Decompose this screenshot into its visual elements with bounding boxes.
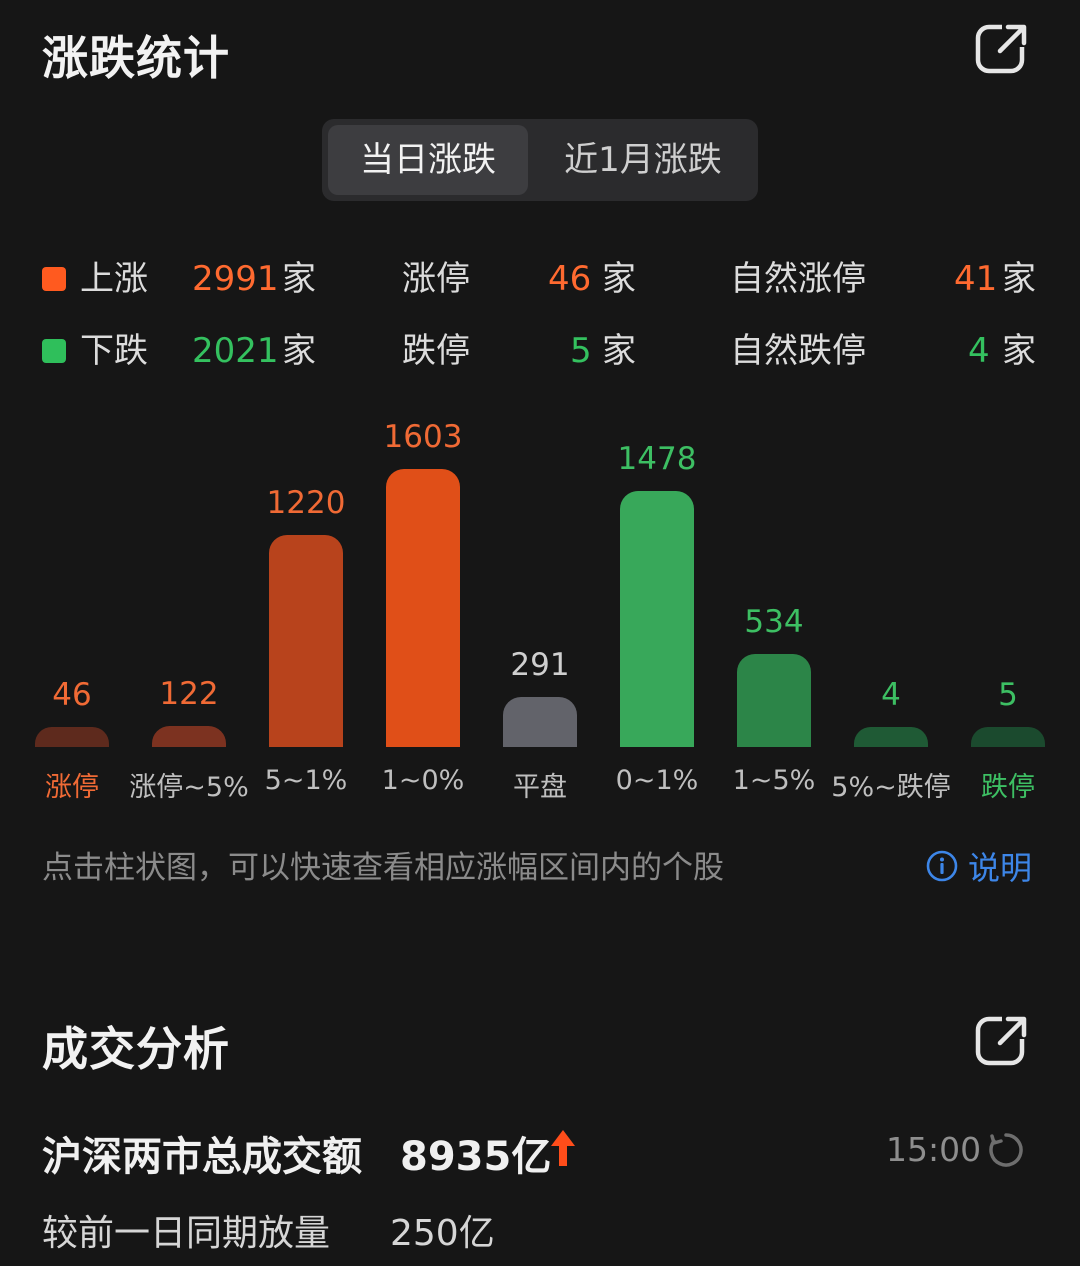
natural-limit-down-count: 4 xyxy=(968,331,990,371)
chart-value-label: 534 xyxy=(744,604,804,640)
chart-category-label[interactable]: 1~5% xyxy=(732,765,816,796)
chart-bar[interactable] xyxy=(503,697,577,747)
period-tabs: 当日涨跌 近1月涨跌 xyxy=(322,119,758,201)
limit-up-count: 46 xyxy=(548,259,592,299)
fall-label: 下跌 xyxy=(80,331,148,371)
chart-category-label[interactable]: 跌停 xyxy=(981,772,1035,803)
rise-label: 上涨 xyxy=(80,259,148,299)
stats-row-fall: 下跌 2021 家 跌停 5 家 自然跌停 4 家 xyxy=(0,326,1080,376)
share-icon[interactable] xyxy=(974,21,1030,77)
chart-bar[interactable] xyxy=(620,491,694,747)
compare-label: 较前一日同期放量 xyxy=(42,1213,331,1254)
chart-category-label[interactable]: 涨停~5% xyxy=(129,772,249,803)
limit-down-unit: 家 xyxy=(602,331,636,371)
turnover-label: 沪深两市总成交额 xyxy=(42,1134,362,1180)
natural-limit-down-unit: 家 xyxy=(1002,331,1036,371)
fall-legend-dot xyxy=(42,339,66,363)
chart-value-label: 46 xyxy=(52,677,92,713)
chart-bar[interactable] xyxy=(854,727,928,747)
natural-limit-up-label: 自然涨停 xyxy=(730,259,866,299)
tab-last-month[interactable]: 近1月涨跌 xyxy=(564,140,722,180)
chart-bar[interactable] xyxy=(737,654,811,747)
turnover-value: 8935亿 xyxy=(400,1134,552,1180)
section-title-turnover: 成交分析 xyxy=(42,1022,230,1076)
info-icon xyxy=(926,850,958,882)
limit-down-count: 5 xyxy=(570,331,592,371)
update-time: 15:00 xyxy=(886,1130,982,1169)
chart-category-label[interactable]: 1~0% xyxy=(381,765,465,796)
chart-bar[interactable] xyxy=(152,726,226,747)
chart-hint-text: 点击柱状图，可以快速查看相应涨幅区间内的个股 xyxy=(42,850,724,886)
explain-label: 说明 xyxy=(968,849,1033,887)
chart-value-label: 291 xyxy=(510,647,570,683)
limit-up-unit: 家 xyxy=(602,259,636,299)
chart-value-label: 1220 xyxy=(266,485,346,521)
natural-limit-up-count: 41 xyxy=(954,259,998,299)
natural-limit-up-unit: 家 xyxy=(1002,259,1036,299)
fall-count: 2021 xyxy=(192,331,279,371)
limit-down-label: 跌停 xyxy=(402,331,470,371)
chart-category-label[interactable]: 5%~跌停 xyxy=(831,772,951,803)
arrow-up-icon xyxy=(551,1130,575,1166)
chart-value-label: 122 xyxy=(159,676,219,712)
chart-bar[interactable] xyxy=(386,469,460,747)
rise-legend-dot xyxy=(42,267,66,291)
chart-category-label[interactable]: 5~1% xyxy=(264,765,348,796)
share-icon[interactable] xyxy=(974,1013,1030,1069)
chart-value-label: 4 xyxy=(881,677,901,713)
stats-row-rise: 上涨 2991 家 涨停 46 家 自然涨停 41 家 xyxy=(0,254,1080,304)
chart-value-label: 1603 xyxy=(383,419,463,455)
refresh-icon[interactable] xyxy=(988,1132,1024,1168)
section-title-rise-fall: 涨跌统计 xyxy=(42,31,230,85)
natural-limit-down-label: 自然跌停 xyxy=(730,331,866,371)
compare-value: 250亿 xyxy=(390,1213,495,1254)
rise-fall-distribution-chart: 46 涨停 122 涨停~5% 1220 5~1% 1603 1~0% 291 平盘 1478 0~1… xyxy=(0,400,1080,810)
chart-value-label: 1478 xyxy=(617,441,697,477)
chart-bar[interactable] xyxy=(35,727,109,747)
chart-value-label: 5 xyxy=(998,677,1018,713)
chart-category-label[interactable]: 涨停 xyxy=(45,772,99,803)
rise-unit: 家 xyxy=(282,259,316,299)
chart-category-label[interactable]: 平盘 xyxy=(513,772,567,803)
fall-unit: 家 xyxy=(282,331,316,371)
explain-button[interactable]: 说明 xyxy=(926,846,1033,887)
limit-up-label: 涨停 xyxy=(402,259,470,299)
chart-bar[interactable] xyxy=(971,727,1045,747)
chart-bar[interactable] xyxy=(269,535,343,747)
chart-category-label[interactable]: 0~1% xyxy=(615,765,699,796)
tab-today[interactable]: 当日涨跌 xyxy=(328,125,528,195)
rise-count: 2991 xyxy=(192,259,279,299)
